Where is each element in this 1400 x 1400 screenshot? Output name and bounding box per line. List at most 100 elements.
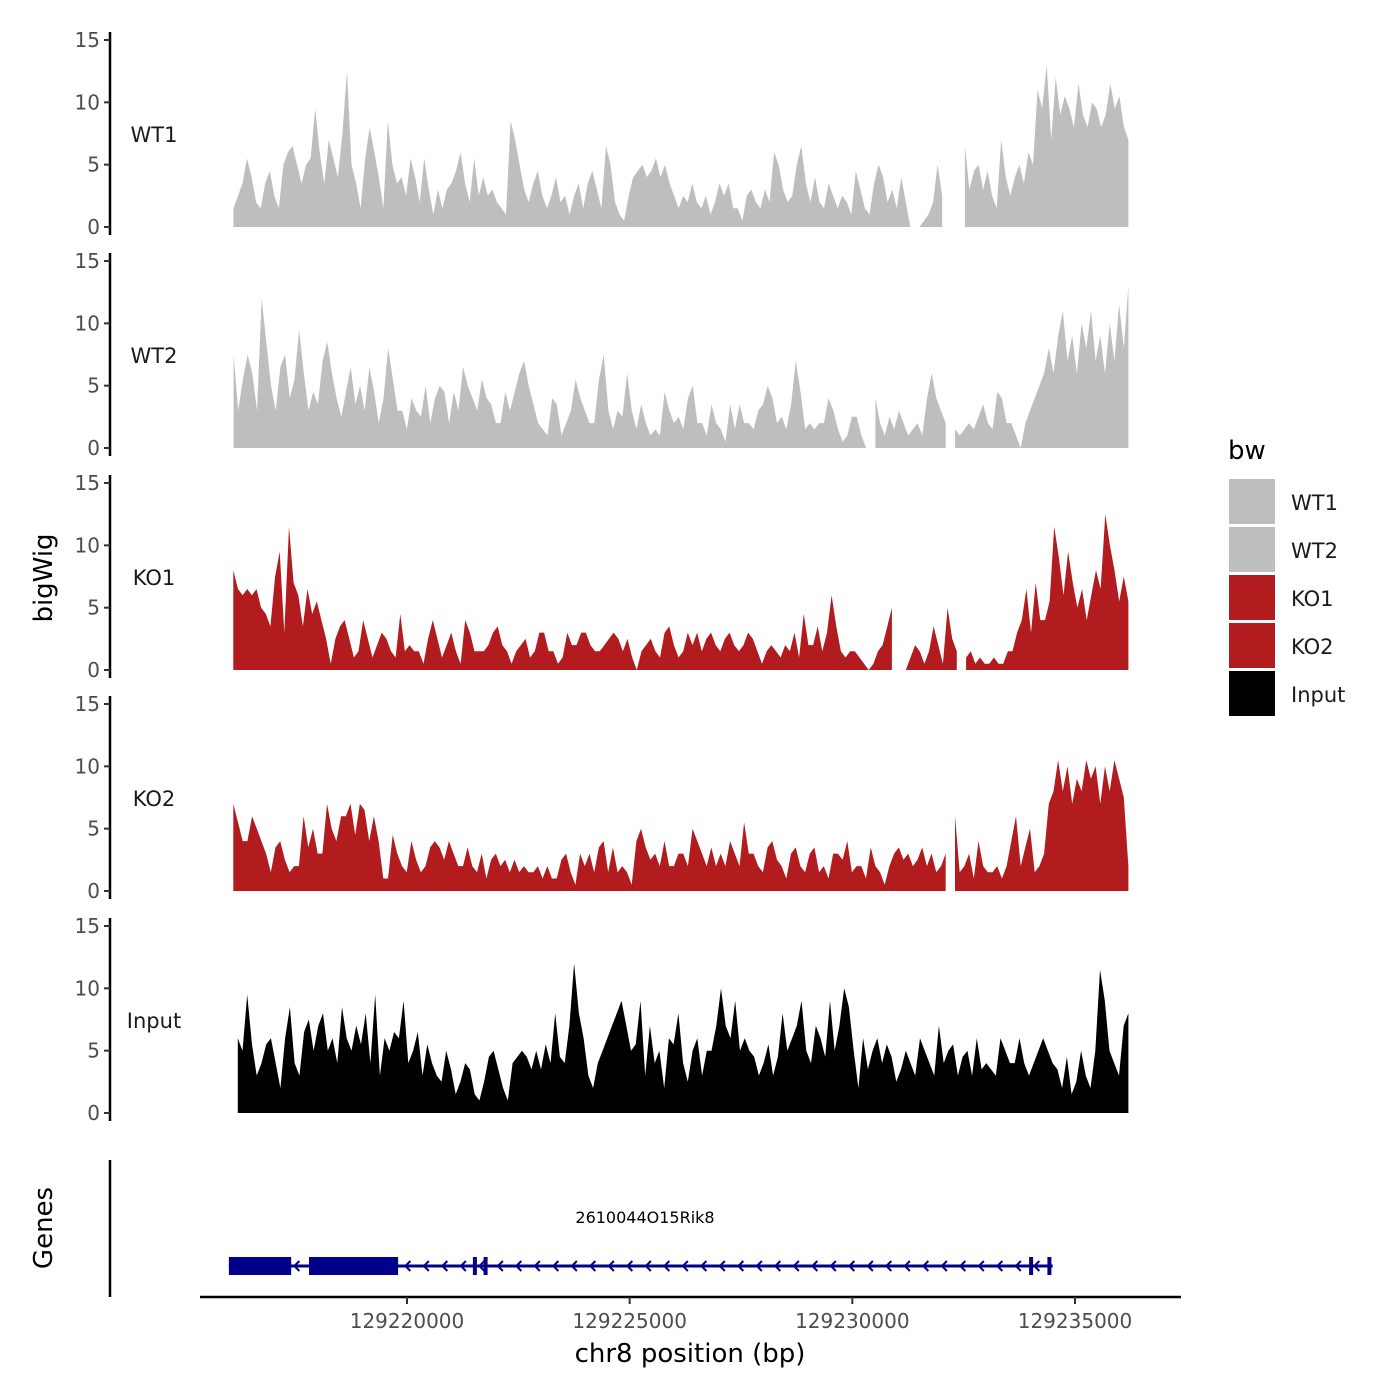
legend-label-input: Input	[1291, 683, 1345, 707]
strand-arrow	[958, 1260, 967, 1272]
y-tick-label: 5	[87, 374, 100, 398]
legend-swatch-wt2	[1229, 527, 1275, 573]
gene-track-title: Genes	[29, 1187, 59, 1269]
area-wt2	[955, 285, 1129, 448]
gene-exon	[309, 1257, 399, 1275]
strand-arrow	[792, 1260, 800, 1272]
tracks-layer: 0 5 10 15 WT1 0 5 10 15 WT2 0 5 10 15 KO1 0 5 10 15 KO2 0 5 10…	[75, 28, 1129, 1125]
panel-label-ko2: KO2	[133, 787, 176, 811]
strand-arrow	[995, 1260, 1004, 1272]
strand-arrow	[607, 1260, 615, 1272]
strand-arrow	[755, 1260, 763, 1272]
y-tick-label: 5	[87, 153, 100, 177]
strand-arrow	[829, 1260, 837, 1272]
y-tick-label: 0	[87, 1101, 100, 1125]
x-tick-label: 129230000	[795, 1309, 910, 1333]
strand-arrow	[477, 1260, 486, 1272]
strand-arrow	[292, 1260, 301, 1272]
gene-name-label: 2610044O15Rik8	[575, 1208, 714, 1227]
legend-swatch-ko1	[1229, 575, 1275, 621]
strand-arrow	[440, 1260, 449, 1272]
gene-track: 2610044O15Rik8	[108, 1160, 1053, 1297]
gene-exon	[228, 1257, 292, 1275]
track-ko1: 0 5 10 15 KO1	[75, 471, 1129, 682]
y-tick-label: 10	[75, 754, 100, 778]
y-tick-label: 10	[75, 533, 100, 557]
legend-label-wt1: WT1	[1291, 491, 1338, 515]
area-input	[237, 963, 1129, 1113]
strand-arrow	[1014, 1260, 1022, 1272]
legend-swatch-ko2	[1229, 623, 1275, 669]
area-wt1	[233, 71, 943, 227]
strand-arrow	[644, 1260, 652, 1272]
track-wt1: 0 5 10 15 WT1	[75, 28, 1129, 239]
strand-arrow	[866, 1260, 874, 1272]
strand-arrow	[422, 1260, 430, 1272]
gene-exon	[483, 1257, 488, 1275]
strand-arrow	[810, 1260, 819, 1272]
legend-label-ko2: KO2	[1291, 635, 1334, 659]
y-tick-label: 15	[75, 471, 100, 495]
strand-arrow	[459, 1260, 467, 1272]
y-tick-label: 5	[87, 1039, 100, 1063]
area-wt2	[875, 373, 946, 448]
y-tick-label: 10	[75, 90, 100, 114]
panel-label-ko1: KO1	[133, 566, 176, 590]
y-tick-label: 15	[75, 914, 100, 938]
area-wt1	[964, 64, 1129, 228]
legend-swatch-wt1	[1229, 479, 1275, 525]
gene-exon	[1029, 1257, 1034, 1275]
strand-arrow	[1032, 1260, 1041, 1272]
strand-arrow	[699, 1260, 708, 1272]
track-ko2: 0 5 10 15 KO2	[75, 692, 1129, 903]
y-tick-label: 0	[87, 658, 100, 682]
strand-arrow	[736, 1260, 745, 1272]
y-axis-title: bigWig	[29, 533, 59, 622]
strand-arrow	[718, 1260, 726, 1272]
panel-label-input: Input	[127, 1009, 181, 1033]
area-ko1	[233, 526, 892, 670]
area-ko1	[966, 514, 1129, 670]
strand-arrow	[514, 1260, 523, 1272]
strand-arrow	[977, 1260, 985, 1272]
strand-arrow	[533, 1260, 541, 1272]
strand-arrow	[921, 1260, 930, 1272]
strand-arrow	[570, 1260, 578, 1272]
strand-arrow	[940, 1260, 948, 1272]
panel-label-wt1: WT1	[131, 123, 178, 147]
area-ko1	[905, 607, 957, 670]
x-tick-label: 129235000	[1018, 1309, 1133, 1333]
strand-arrow	[496, 1260, 504, 1272]
legend-label-wt2: WT2	[1291, 539, 1338, 563]
track-input: 0 5 10 15 Input	[75, 914, 1129, 1125]
y-tick-label: 5	[87, 817, 100, 841]
track-wt2: 0 5 10 15 WT2	[75, 249, 1129, 460]
y-tick-label: 0	[87, 215, 100, 239]
gene-exon	[472, 1257, 477, 1275]
legend-swatch-input	[1229, 671, 1275, 717]
gene-exon	[1047, 1257, 1052, 1275]
strand-arrow	[681, 1260, 689, 1272]
x-tick-label: 129220000	[350, 1309, 465, 1333]
area-ko2	[955, 760, 1129, 891]
legend-label-ko1: KO1	[1291, 587, 1334, 611]
y-tick-label: 0	[87, 436, 100, 460]
y-tick-label: 15	[75, 249, 100, 273]
y-tick-label: 15	[75, 28, 100, 52]
strand-arrow	[773, 1260, 782, 1272]
strand-arrow	[551, 1260, 560, 1272]
legend: bw WT1 WT2 KO1 KO2 Input	[1228, 436, 1345, 718]
panel-label-wt2: WT2	[131, 344, 178, 368]
strand-arrow	[884, 1260, 893, 1272]
y-tick-label: 10	[75, 976, 100, 1000]
strand-arrow	[403, 1260, 412, 1272]
y-tick-label: 0	[87, 879, 100, 903]
strand-arrow	[662, 1260, 671, 1272]
area-ko2	[233, 803, 946, 891]
y-tick-label: 10	[75, 311, 100, 335]
x-axis: 129220000 129225000 129230000 129235000	[200, 1295, 1181, 1333]
strand-arrow	[903, 1260, 911, 1272]
strand-arrow	[625, 1260, 634, 1272]
strand-arrow	[588, 1260, 597, 1272]
